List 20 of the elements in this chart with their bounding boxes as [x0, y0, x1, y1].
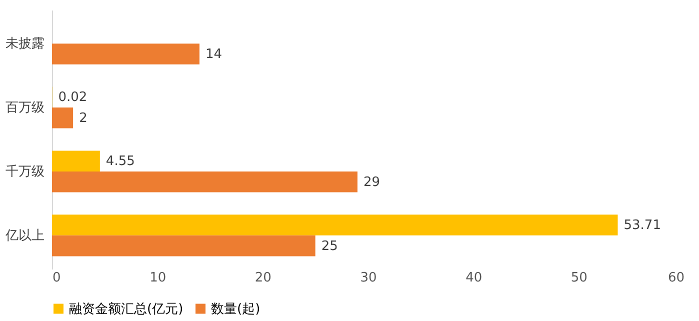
- data-label: 2: [79, 110, 88, 126]
- data-label: 29: [363, 174, 380, 190]
- data-label: 4.55: [106, 154, 135, 170]
- x-tick-label: 60: [668, 270, 684, 286]
- x-tick-label: 30: [360, 270, 377, 286]
- x-tick-label: 40: [466, 270, 482, 286]
- legend-label: 数量(起): [211, 302, 260, 317]
- data-label: 14: [205, 46, 222, 62]
- x-tick-label: 20: [254, 270, 272, 286]
- y-tick-label: 亿以上: [4, 228, 44, 244]
- legend-label: 融资金额汇总(亿元): [69, 302, 184, 317]
- y-tick-label: 百万级: [6, 100, 44, 116]
- data-label: 25: [321, 238, 338, 254]
- data-label: 0.02: [58, 90, 88, 106]
- y-tick-label: 千万级: [6, 164, 44, 180]
- x-tick-label: 50: [570, 270, 588, 286]
- x-tick-label: 10: [150, 270, 166, 286]
- x-tick-label: 0: [52, 270, 61, 286]
- data-label: 53.71: [624, 218, 661, 234]
- y-tick-label: 未披露: [6, 36, 44, 52]
